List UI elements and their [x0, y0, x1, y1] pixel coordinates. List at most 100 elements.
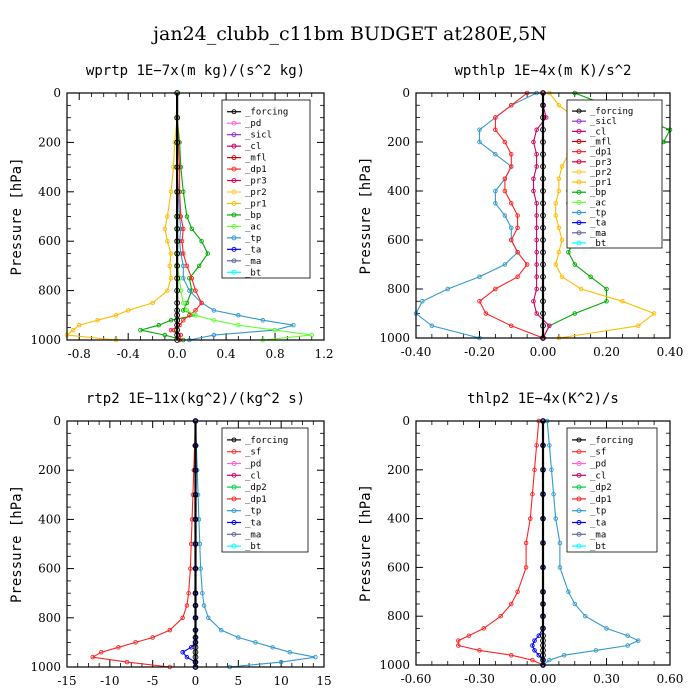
y-tick-label: 400: [387, 184, 410, 198]
data-point: [515, 225, 520, 230]
legend-label: _ac: [245, 222, 261, 232]
legend-label: _dp1: [245, 165, 267, 175]
x-tick-label: -0.60: [401, 672, 432, 686]
data-point: [168, 251, 174, 256]
data-point: [165, 238, 170, 244]
data-point: [556, 188, 562, 194]
data-point: [625, 643, 630, 648]
data-point: [530, 657, 535, 663]
plot-frame: [415, 420, 671, 666]
data-point: [184, 654, 190, 660]
legend-label: _cl: [245, 471, 261, 481]
legend-marker: [231, 189, 237, 195]
legend-marker: [576, 449, 582, 455]
data-point: [99, 649, 104, 655]
data-point: [179, 238, 185, 244]
data-point: [196, 263, 202, 269]
data-point: [167, 263, 173, 269]
data-point: [540, 491, 546, 498]
x-tick-label: -0.40: [401, 345, 432, 359]
legend-label: _tp: [590, 507, 606, 517]
legend: _forcing_sicl_cl_mfl_dp1_pr3_pr2_pr1_bp_…: [566, 99, 663, 249]
data-point: [534, 213, 539, 218]
data-point: [540, 466, 546, 473]
data-point: [636, 638, 641, 643]
panel-title: rtp2 1E−11x(kg^2)/(kg^2 s): [86, 391, 305, 407]
data-point: [534, 286, 539, 292]
legend-marker: [576, 210, 582, 215]
legend-label: _cl: [590, 127, 606, 137]
data-point: [192, 627, 199, 633]
y-tick-label: 800: [387, 609, 410, 623]
data-point: [493, 188, 498, 194]
panel-title: wpthlp 1E−4x(m K)/s^2: [454, 63, 631, 79]
data-point: [578, 286, 584, 292]
y-tick-label: 600: [387, 233, 410, 247]
data-point: [493, 151, 498, 157]
data-point: [540, 540, 546, 546]
legend-marker: [231, 201, 237, 206]
data-point: [180, 615, 185, 621]
data-point: [199, 300, 204, 306]
data-point: [192, 565, 199, 572]
x-tick-label: -0.30: [464, 672, 495, 686]
y-tick-label: 200: [387, 463, 410, 477]
legend-label: _bt: [590, 542, 606, 552]
data-point: [278, 659, 284, 665]
data-point: [540, 588, 546, 595]
legend-marker: [231, 543, 237, 549]
legend-label: _ta: [245, 245, 261, 255]
data-point: [540, 564, 546, 571]
data-point: [540, 139, 546, 145]
legend-marker: [576, 230, 582, 236]
data-point: [625, 633, 630, 638]
data-point: [211, 308, 217, 313]
data-point: [540, 175, 546, 182]
data-point: [287, 649, 292, 655]
data-point: [523, 565, 529, 570]
legend-marker: [576, 189, 582, 195]
data-point: [193, 288, 198, 293]
data-point: [572, 311, 578, 316]
data-point: [540, 212, 546, 219]
legend-marker: [231, 120, 237, 126]
data-point: [561, 652, 567, 658]
data-point: [583, 613, 588, 619]
y-tick-label: 200: [38, 135, 61, 149]
legend-label: _bp: [590, 188, 606, 198]
data-point: [116, 645, 121, 650]
legend-marker: [576, 108, 582, 114]
data-point: [133, 640, 138, 645]
data-point: [534, 164, 539, 169]
data-point: [184, 263, 190, 269]
data-point: [540, 273, 546, 280]
data-point: [162, 226, 168, 232]
data-point: [509, 323, 514, 329]
y-tick-label: 400: [387, 512, 410, 526]
y-tick-label: 600: [38, 234, 61, 248]
legend-label: _bt: [590, 239, 606, 249]
y-tick-label: 1000: [379, 331, 410, 345]
data-point: [201, 603, 207, 608]
data-point: [530, 491, 535, 497]
legend-marker: [576, 520, 582, 525]
legend-marker: [576, 543, 582, 549]
data-point: [477, 127, 482, 132]
legend-marker: [576, 128, 582, 134]
data-point: [540, 286, 546, 292]
legend-box: [566, 99, 663, 249]
data-point: [551, 491, 556, 497]
legend-label: _sf: [590, 448, 606, 458]
x-tick-label: 0.00: [530, 345, 557, 359]
legend-label: _mfl: [590, 138, 612, 148]
data-point: [556, 176, 562, 181]
data-point: [528, 516, 533, 521]
legend-marker: [231, 178, 237, 183]
data-point: [174, 139, 180, 146]
data-point: [477, 139, 482, 145]
x-tick-label: -15: [57, 674, 76, 688]
legend-label: _cl: [245, 142, 261, 152]
data-point: [236, 635, 241, 640]
x-tick-label: 15: [316, 674, 331, 688]
